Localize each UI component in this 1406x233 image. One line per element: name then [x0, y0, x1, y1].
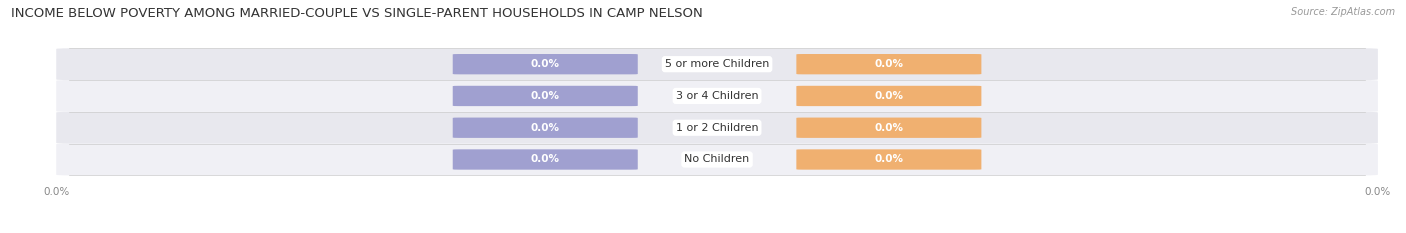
- FancyBboxPatch shape: [453, 118, 638, 138]
- Text: 0.0%: 0.0%: [530, 91, 560, 101]
- Text: 0.0%: 0.0%: [875, 123, 904, 133]
- FancyBboxPatch shape: [56, 48, 1378, 80]
- Text: INCOME BELOW POVERTY AMONG MARRIED-COUPLE VS SINGLE-PARENT HOUSEHOLDS IN CAMP NE: INCOME BELOW POVERTY AMONG MARRIED-COUPL…: [11, 7, 703, 20]
- FancyBboxPatch shape: [453, 54, 638, 74]
- Text: 0.0%: 0.0%: [875, 154, 904, 164]
- FancyBboxPatch shape: [796, 86, 981, 106]
- FancyBboxPatch shape: [56, 80, 1378, 112]
- FancyBboxPatch shape: [56, 112, 1378, 144]
- FancyBboxPatch shape: [796, 118, 981, 138]
- Text: Source: ZipAtlas.com: Source: ZipAtlas.com: [1291, 7, 1395, 17]
- Text: 3 or 4 Children: 3 or 4 Children: [676, 91, 758, 101]
- Text: 1 or 2 Children: 1 or 2 Children: [676, 123, 758, 133]
- Text: 0.0%: 0.0%: [875, 59, 904, 69]
- Text: No Children: No Children: [685, 154, 749, 164]
- Text: 0.0%: 0.0%: [875, 91, 904, 101]
- FancyBboxPatch shape: [796, 149, 981, 170]
- Text: 5 or more Children: 5 or more Children: [665, 59, 769, 69]
- Text: 0.0%: 0.0%: [530, 154, 560, 164]
- Text: 0.0%: 0.0%: [530, 123, 560, 133]
- FancyBboxPatch shape: [453, 86, 638, 106]
- Text: 0.0%: 0.0%: [530, 59, 560, 69]
- FancyBboxPatch shape: [56, 144, 1378, 175]
- FancyBboxPatch shape: [796, 54, 981, 74]
- FancyBboxPatch shape: [453, 149, 638, 170]
